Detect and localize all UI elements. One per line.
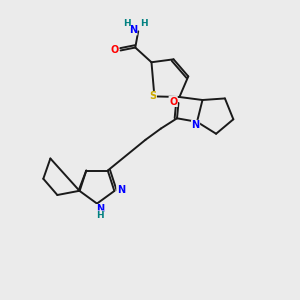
Text: H: H [123, 19, 130, 28]
Text: S: S [149, 92, 157, 101]
Text: N: N [117, 184, 125, 194]
Text: N: N [191, 120, 200, 130]
Text: O: O [110, 46, 119, 56]
Text: H: H [96, 211, 104, 220]
Text: N: N [129, 25, 137, 35]
Text: O: O [169, 97, 177, 106]
Text: N: N [96, 205, 104, 214]
Text: H: H [140, 19, 147, 28]
